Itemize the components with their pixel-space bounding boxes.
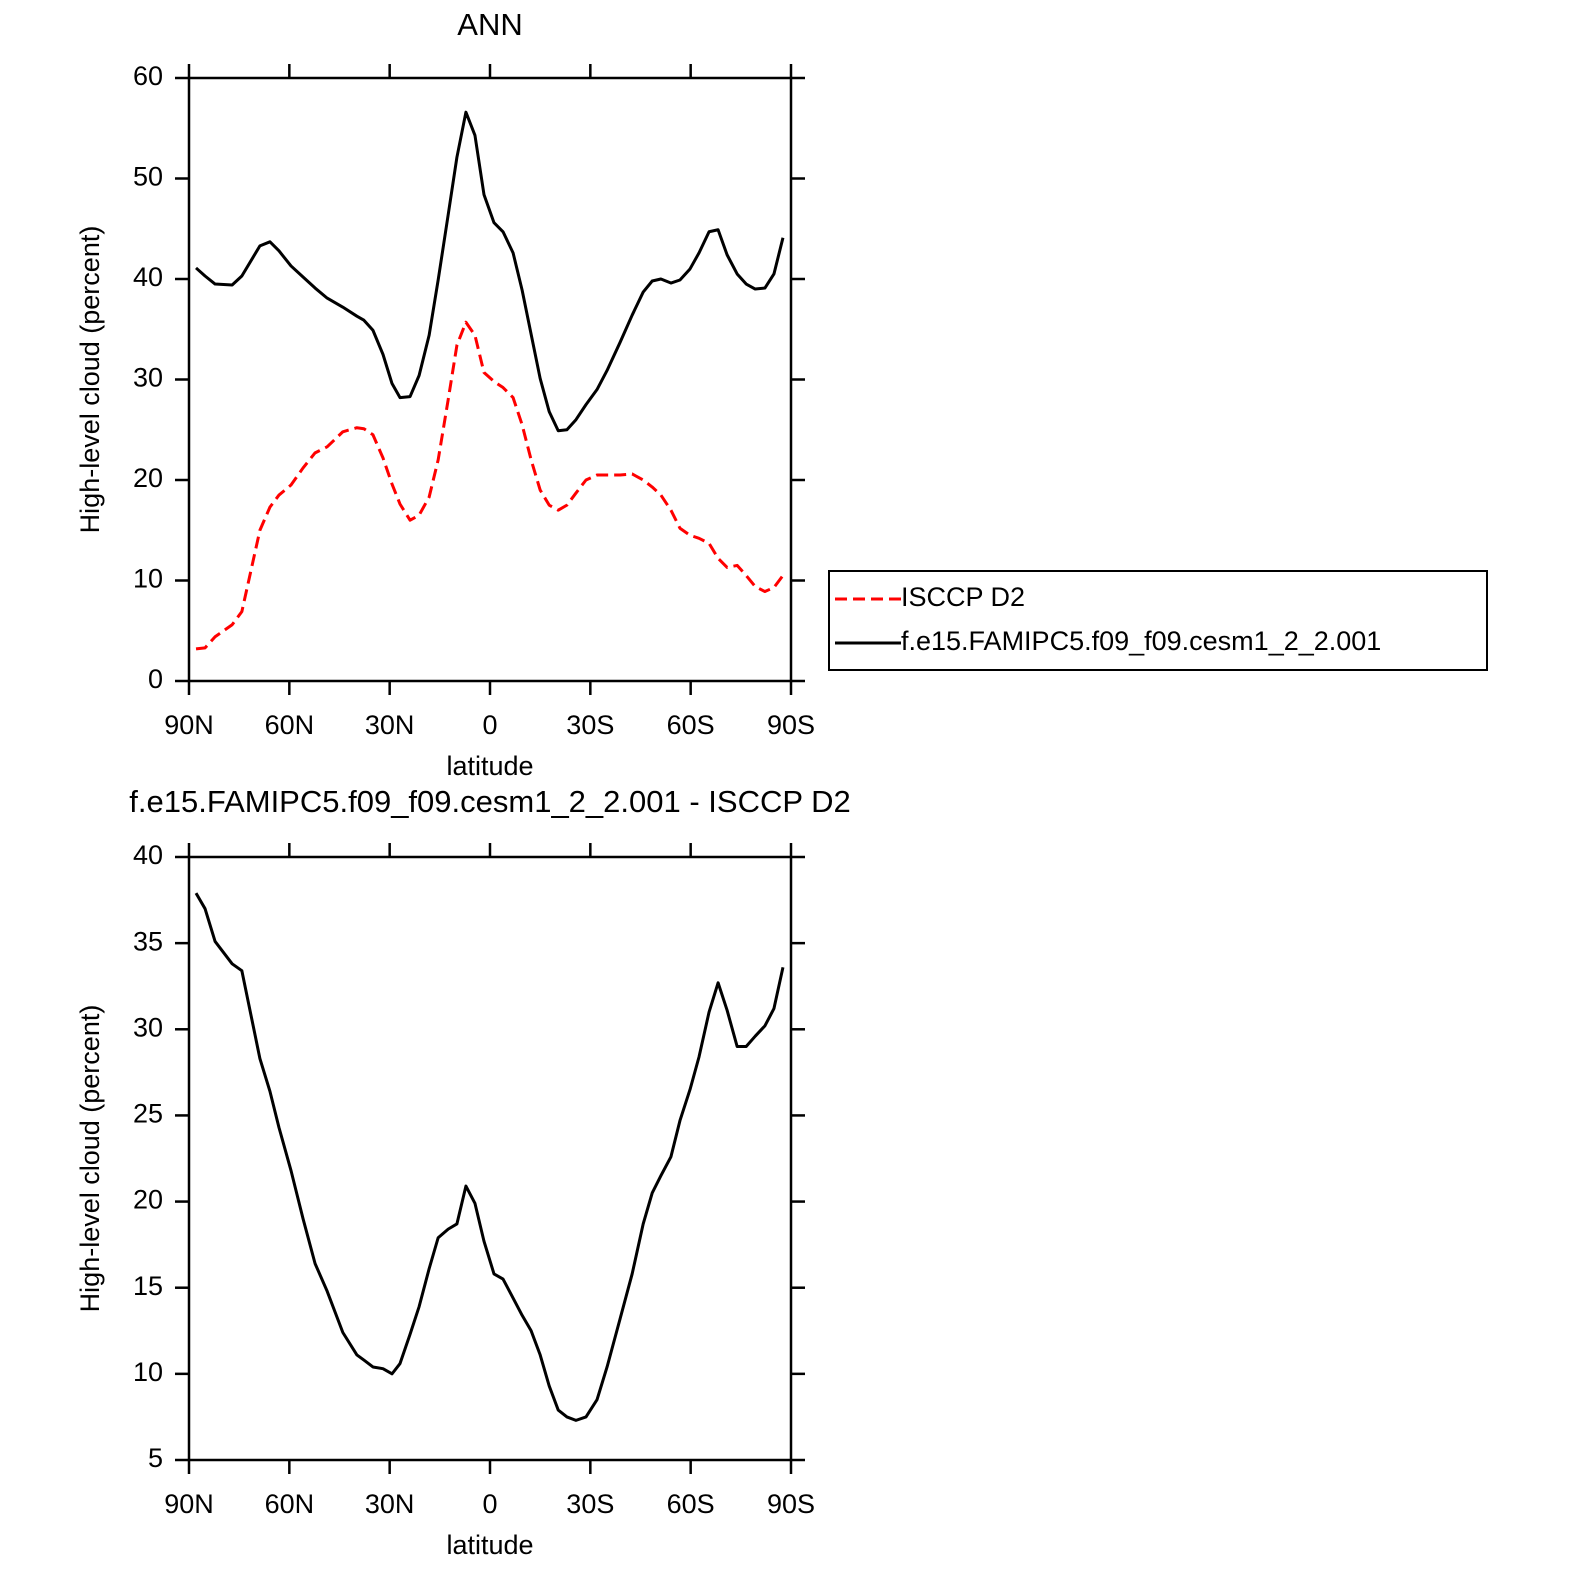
y-axis-label: High-level cloud (percent) bbox=[75, 1005, 105, 1313]
y-axis-label: High-level cloud (percent) bbox=[75, 226, 105, 534]
x-axis-label: latitude bbox=[446, 751, 533, 781]
x-tick-label: 30N bbox=[365, 710, 415, 740]
y-tick-label: 10 bbox=[133, 1357, 163, 1387]
y-tick-label: 30 bbox=[133, 1012, 163, 1042]
y-tick-label: 20 bbox=[133, 1185, 163, 1215]
y-tick-label: 10 bbox=[133, 564, 163, 594]
y-tick-label: 30 bbox=[133, 363, 163, 393]
data-line bbox=[194, 892, 785, 1422]
x-tick-label: 0 bbox=[482, 1489, 497, 1519]
x-tick-label: 0 bbox=[482, 710, 497, 740]
y-tick-label: 50 bbox=[133, 162, 163, 192]
x-tick-label: 60S bbox=[667, 1489, 715, 1519]
x-axis-label: latitude bbox=[446, 1530, 533, 1560]
y-tick-label: 5 bbox=[148, 1443, 163, 1473]
x-tick-label: 90N bbox=[164, 1489, 214, 1519]
y-tick-label: 25 bbox=[133, 1099, 163, 1129]
y-tick-label: 35 bbox=[133, 926, 163, 956]
x-tick-label: 60N bbox=[265, 710, 315, 740]
x-tick-label: 30S bbox=[566, 710, 614, 740]
x-tick-label: 90N bbox=[164, 710, 214, 740]
y-tick-label: 20 bbox=[133, 463, 163, 493]
legend-box bbox=[828, 570, 1488, 671]
y-tick-label: 40 bbox=[133, 262, 163, 292]
plot-frame bbox=[187, 855, 793, 1462]
legend-label: ISCCP D2 bbox=[901, 582, 1025, 612]
x-tick-label: 30S bbox=[566, 1489, 614, 1519]
chart-title: f.e15.FAMIPC5.f09_f09.cesm1_2_2.001 - IS… bbox=[129, 784, 850, 819]
y-tick-label: 60 bbox=[133, 61, 163, 91]
y-tick-label: 40 bbox=[133, 840, 163, 870]
legend-label: f.e15.FAMIPC5.f09_f09.cesm1_2_2.001 bbox=[901, 626, 1381, 656]
chart-title: ANN bbox=[457, 7, 522, 42]
data-line bbox=[195, 110, 785, 433]
x-tick-label: 60S bbox=[667, 710, 715, 740]
x-tick-label: 60N bbox=[265, 1489, 315, 1519]
x-tick-label: 90S bbox=[767, 710, 815, 740]
y-tick-label: 0 bbox=[148, 664, 163, 694]
y-tick-label: 15 bbox=[133, 1271, 163, 1301]
data-line bbox=[195, 320, 785, 651]
x-tick-label: 30N bbox=[365, 1489, 415, 1519]
x-tick-label: 90S bbox=[767, 1489, 815, 1519]
